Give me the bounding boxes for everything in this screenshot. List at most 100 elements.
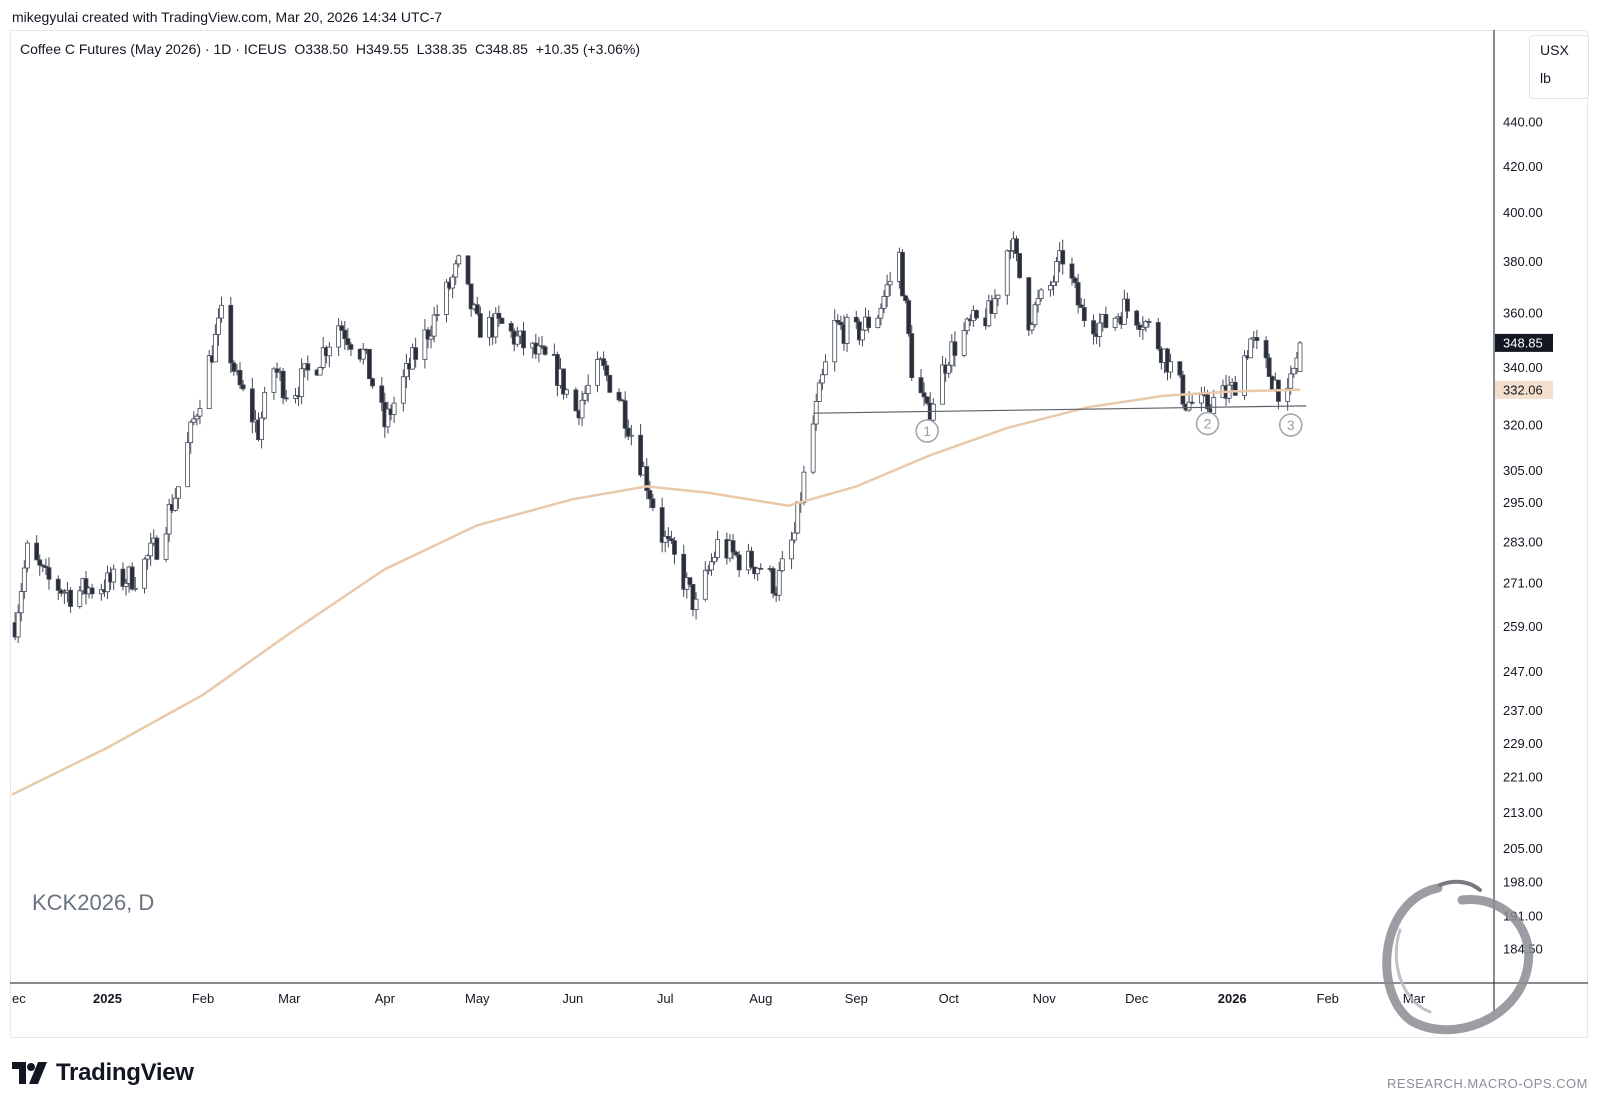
candle-down [280,370,286,399]
chart-attribution: mikegyulai created with TradingView.com,… [12,9,443,25]
support-trendline [813,405,1307,414]
candle-down [34,542,40,561]
candle-down [58,589,64,594]
price-tick-label: 340.00 [1503,360,1543,375]
candle-up [1112,317,1118,328]
legend-change: +10.35 (+3.06%) [535,41,641,57]
candle-down [758,567,764,570]
candle-up [262,391,268,419]
time-tick-label: 2025 [93,991,122,1006]
candle-up [579,399,585,419]
candle-up [887,280,893,286]
candle-up [792,532,798,541]
candle-down [1232,381,1238,396]
legend-title: Coffee C Futures (May 2026) · 1D · ICEUS [20,41,287,57]
candle-down [672,540,677,555]
price-tick-label: 400.00 [1503,205,1543,220]
candle-down [730,540,736,553]
candle-down [770,568,776,594]
candle-up [801,471,807,503]
price-tick-label: 305.00 [1503,463,1543,478]
time-tick-label: Jul [657,991,674,1006]
candle-up [111,568,117,583]
candle-down [425,329,431,340]
candle-down [924,396,930,404]
currency-unit-selector[interactable]: USX lb [1529,35,1589,99]
candle-down [687,577,693,585]
candle-up [212,334,218,363]
candle-down [1134,310,1140,326]
candle-up [142,558,147,589]
price-tick-label: 198.00 [1503,874,1543,889]
candle-up [810,423,816,473]
candle-down [573,389,579,412]
price-tick-label: 247.00 [1503,664,1543,679]
tradingview-logo[interactable]: TradingView [12,1059,194,1087]
price-tick-label: 229.00 [1503,736,1543,751]
candle-up [628,434,634,437]
candle-up [712,556,717,563]
touch-marker-label: 2 [1204,416,1212,432]
candle-up [1051,281,1056,286]
candle-up [21,567,27,592]
candle-up [585,384,591,395]
candle-up [175,486,181,499]
candle-up [1121,298,1127,325]
candle-down [561,368,566,395]
symbol-watermark: KCK2026, D [32,890,155,915]
candle-up [132,587,138,590]
candle-down [906,300,912,335]
candle-up [1032,304,1038,326]
candle-up [823,361,828,376]
candle-up [1143,321,1149,328]
candle-up [995,294,1001,300]
candle-up [715,539,721,558]
candles-group [12,231,1303,644]
candle-down [68,589,73,607]
candle-up [1168,361,1173,373]
candle-down [1017,253,1022,279]
time-tick-label: May [465,991,490,1006]
time-tick-label: Dec [1125,991,1149,1006]
candle-up [148,542,154,557]
price-tick-label: 360.00 [1503,305,1543,320]
candle-down [1189,401,1195,404]
candle-up [776,570,782,596]
candle-down [231,362,237,372]
candle-down [468,283,474,310]
price-tick-label: 440.00 [1503,115,1543,130]
candle-up [844,316,850,344]
candle-down [622,400,628,429]
candle-up [15,612,21,638]
legend-high: H349.55 [355,41,409,57]
candle-up [964,318,970,331]
candle-up [206,355,212,410]
price-tick-label: 295.00 [1503,495,1543,510]
price-tick-label: 271.00 [1503,576,1543,591]
candle-down [838,321,844,326]
candle-up [123,582,129,587]
candle-up [693,598,699,611]
candle-down [89,587,95,595]
candle-down [1060,250,1066,265]
candle-up [450,276,456,289]
candle-down [1146,321,1152,323]
candle-up [188,421,194,443]
candle-down [604,365,610,376]
candle-up [336,325,342,348]
candle-up [662,535,668,543]
candle-up [1035,298,1041,306]
candle-up [875,317,881,329]
moving-average-line [11,388,1301,796]
candle-up [259,417,264,441]
candle-down [1069,263,1075,279]
candle-down [866,316,872,329]
candle-up [992,298,998,314]
legend-close: C348.85 [475,41,528,57]
candle-down [339,325,345,331]
candle-down [909,333,915,379]
candle-down [228,304,234,364]
candle-down [733,551,739,556]
price-tick-label: 283.00 [1503,534,1543,549]
